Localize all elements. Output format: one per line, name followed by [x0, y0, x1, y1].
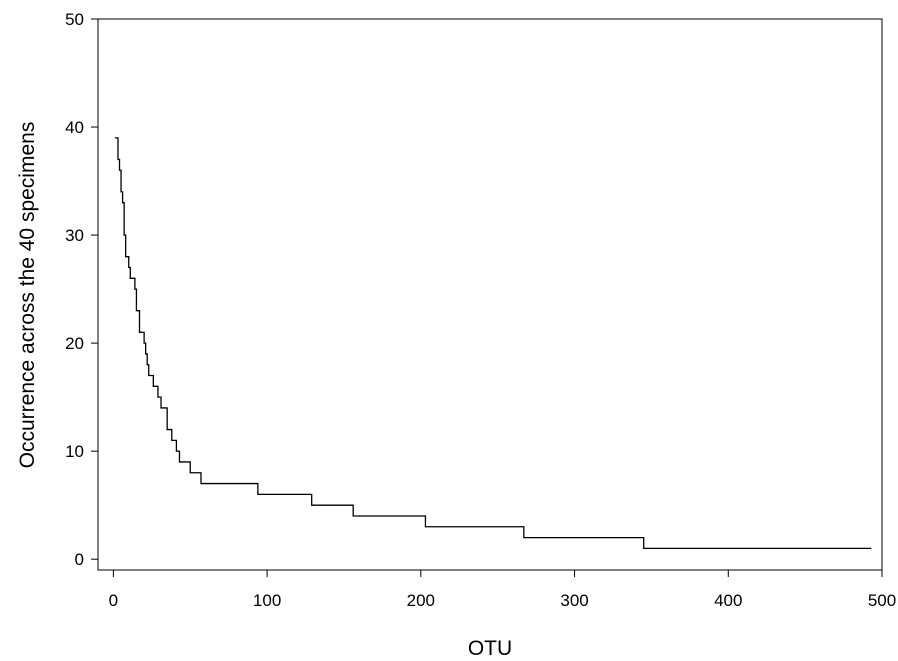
y-axis-ticks: 0 10 20 30 40 50: [65, 10, 98, 569]
y-tick-label: 50: [65, 10, 84, 29]
y-tick-label: 20: [65, 334, 84, 353]
series-line: [114, 137, 872, 550]
y-tick-label: 10: [65, 442, 84, 461]
y-tick-label: 0: [75, 550, 84, 569]
x-tick-label: 100: [253, 591, 281, 610]
x-axis-title: OTU: [468, 637, 512, 660]
x-tick-label: 0: [109, 591, 118, 610]
series-points: [114, 137, 873, 550]
y-tick-label: 30: [65, 226, 84, 245]
x-axis-ticks: 0 100 200 300 400 500: [109, 570, 896, 610]
x-tick-label: 200: [407, 591, 435, 610]
x-tick-label: 300: [560, 591, 588, 610]
y-axis-title: Occurrence across the 40 specimens: [16, 122, 39, 469]
plot-area-frame: [97, 18, 883, 571]
y-tick-label: 40: [65, 118, 84, 137]
x-tick-label: 400: [714, 591, 742, 610]
x-tick-label: 500: [868, 591, 896, 610]
